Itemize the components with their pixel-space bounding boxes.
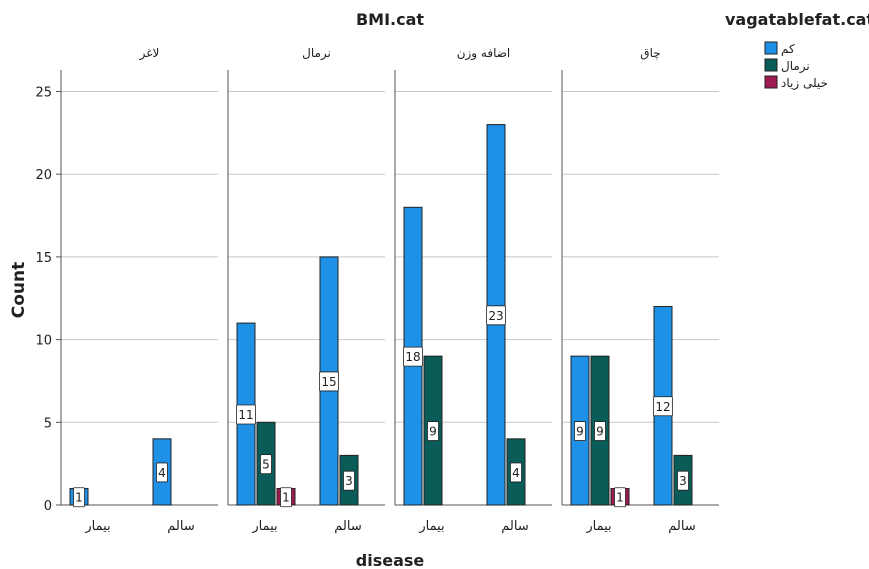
legend-label: کم	[781, 42, 795, 56]
panel-label: نرمال	[302, 46, 331, 61]
data-label-box	[343, 470, 355, 491]
data-label-box	[260, 454, 272, 475]
facet-panels: لاغربیمار1سالم4نرمالبیمار1151سالم153اضاف…	[60, 46, 719, 534]
data-label-box	[677, 470, 689, 491]
legend-label: نرمال	[781, 59, 810, 74]
legend-swatch	[764, 41, 778, 55]
data-label-box	[156, 462, 168, 483]
data-label: 4	[512, 466, 520, 480]
data-label-box	[236, 404, 256, 425]
legend-label: خیلی زیاد	[781, 76, 828, 91]
category-label: بیمار	[84, 519, 110, 534]
data-label: 1	[75, 491, 83, 505]
panel-label: چاق	[640, 46, 660, 60]
facet-panel: چاق بیمار 9 9 1 سالم 12 3	[561, 46, 719, 534]
data-label: 3	[679, 474, 687, 488]
category-label: سالم	[501, 519, 528, 534]
data-label: 9	[596, 425, 604, 439]
data-label-box	[614, 487, 626, 508]
data-label-box	[73, 487, 85, 508]
facet-panel: اضافه وزن بیمار 18 9 سالم 23 4	[394, 46, 552, 534]
legend-title: vagatablefat.cat	[725, 10, 869, 29]
y-tick-label: 10	[35, 334, 52, 349]
panel-label: لاغر	[139, 46, 160, 61]
data-label: 11	[238, 408, 253, 422]
x-axis-title: disease	[356, 551, 425, 569]
y-tick-label: 5	[44, 416, 52, 431]
category-label: بیمار	[418, 519, 444, 534]
data-label: 5	[262, 458, 270, 472]
data-label-box	[427, 421, 439, 441]
data-label: 3	[345, 474, 353, 488]
data-label-box	[403, 346, 423, 367]
data-label: 9	[576, 425, 584, 439]
data-label: 1	[282, 491, 290, 505]
chart-title: BMI.cat	[356, 10, 424, 29]
data-label: 15	[321, 375, 336, 389]
legend-swatch	[764, 75, 778, 89]
legend: vagatablefat.cat کم نرمال خیلی زیاد	[725, 10, 869, 91]
y-tick-label: 0	[44, 499, 52, 514]
data-label: 9	[429, 425, 437, 439]
panel-label: اضافه وزن	[457, 46, 511, 61]
y-tick-label: 20	[35, 168, 52, 183]
data-label: 23	[488, 309, 503, 323]
data-label-box	[574, 421, 586, 441]
data-label-box	[510, 462, 522, 483]
y-axis-title: Count	[9, 262, 29, 319]
y-tick-label: 15	[35, 251, 52, 266]
data-label: 1	[616, 491, 624, 505]
category-label: سالم	[167, 519, 194, 534]
data-label-box	[594, 421, 606, 441]
data-label: 18	[405, 350, 420, 364]
y-axis-ticks: 0 5 10 15 20 25	[35, 86, 61, 514]
y-tick-label: 25	[35, 86, 52, 101]
category-label: بیمار	[251, 519, 277, 534]
category-label: بیمار	[585, 519, 611, 534]
data-label-box	[319, 371, 339, 392]
legend-swatch	[764, 58, 778, 72]
data-label: 4	[158, 466, 166, 480]
data-label-box	[280, 487, 292, 508]
category-label: سالم	[334, 519, 361, 534]
category-label: سالم	[668, 519, 695, 534]
facet-panel: نرمال بیمار 11 5 1 سالم 15 3	[227, 46, 385, 534]
data-label-box	[653, 396, 673, 417]
data-label-box	[486, 305, 506, 326]
data-label: 12	[655, 400, 670, 414]
